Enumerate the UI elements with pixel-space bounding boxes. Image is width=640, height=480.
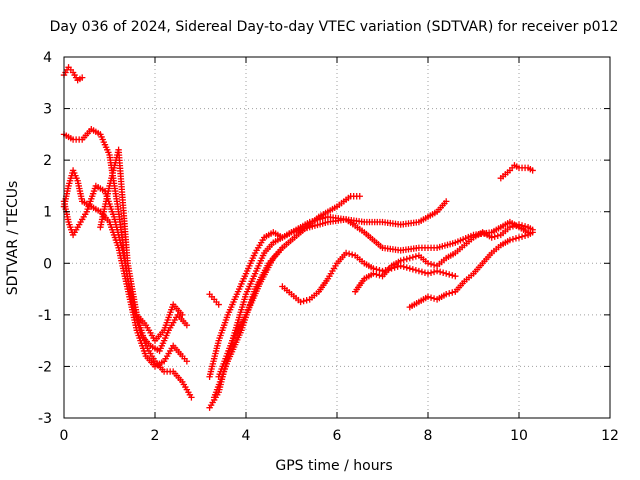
- data-point: [188, 394, 195, 401]
- data-point: [412, 266, 420, 274]
- x-tick-label: 10: [510, 428, 528, 444]
- data-point: [424, 293, 432, 301]
- data-point: [370, 270, 377, 277]
- data-point: [356, 193, 363, 200]
- data-point: [521, 223, 529, 230]
- series-arc-k: [279, 249, 459, 306]
- data-point: [183, 358, 191, 365]
- data-point: [430, 261, 438, 269]
- data-point: [400, 263, 407, 270]
- y-tick-label: 2: [43, 153, 52, 169]
- x-tick-label: 6: [333, 428, 342, 444]
- y-tick-label: -2: [38, 359, 52, 375]
- data-point: [406, 254, 413, 262]
- data-point: [297, 298, 304, 306]
- x-tick-label: 12: [601, 428, 619, 444]
- series-arc-f: [206, 291, 222, 308]
- data-point: [439, 269, 447, 276]
- data-point: [394, 263, 401, 270]
- data-point: [179, 311, 186, 319]
- data-point: [424, 260, 432, 267]
- data-point: [491, 233, 498, 240]
- data-point: [415, 267, 423, 275]
- data-point: [494, 232, 501, 239]
- data-point: [443, 198, 450, 205]
- y-tick-label: -1: [38, 308, 52, 324]
- data-point: [406, 265, 413, 272]
- data-point: [303, 297, 310, 304]
- y-tick-label: 1: [43, 205, 52, 221]
- data-point: [215, 301, 222, 308]
- data-point: [183, 321, 191, 329]
- data-point: [446, 290, 453, 297]
- data-point: [515, 234, 523, 241]
- data-point: [427, 260, 435, 268]
- series-arc-l: [352, 221, 536, 295]
- y-tick-label: -3: [38, 411, 52, 427]
- data-point: [443, 291, 450, 298]
- x-tick-label: 8: [424, 428, 433, 444]
- x-tick-label: 0: [60, 428, 69, 444]
- data-point: [400, 256, 407, 264]
- x-tick-label: 2: [151, 428, 160, 444]
- data-point: [509, 223, 517, 230]
- data-point: [427, 269, 435, 276]
- data-point: [345, 250, 353, 258]
- data-point: [79, 74, 86, 81]
- x-axis-label: GPS time / hours: [275, 458, 392, 474]
- data-point: [348, 251, 356, 258]
- y-axis-label: SDTVAR / TECUs: [5, 181, 21, 296]
- data-point: [424, 270, 432, 277]
- data-point: [300, 297, 307, 305]
- data-point: [409, 266, 417, 273]
- data-point: [529, 167, 536, 174]
- chart-title: Day 036 of 2024, Sidereal Day-to-day VTE…: [50, 19, 619, 35]
- data-point: [521, 232, 529, 239]
- data-point: [449, 272, 456, 279]
- series-arc-e: [97, 146, 186, 344]
- data-point: [412, 253, 420, 260]
- data-point: [509, 236, 517, 243]
- series-arc-m: [406, 229, 536, 311]
- data-point: [446, 271, 453, 278]
- data-point: [488, 234, 495, 241]
- data-point: [421, 269, 429, 276]
- data-point: [518, 222, 526, 229]
- data-point: [506, 236, 514, 244]
- y-tick-label: 3: [43, 102, 52, 118]
- data-point: [430, 268, 438, 276]
- data-point: [409, 254, 417, 261]
- data-point: [529, 229, 536, 236]
- data-point: [515, 221, 523, 228]
- data-point: [436, 268, 444, 276]
- data-point: [518, 233, 526, 240]
- data-point: [342, 249, 350, 257]
- data-point: [376, 272, 383, 279]
- data-point: [373, 271, 380, 278]
- data-point: [512, 235, 520, 242]
- data-point: [443, 270, 450, 277]
- data-point: [506, 223, 514, 231]
- y-tick-label: 4: [43, 50, 52, 66]
- data-point: [403, 264, 410, 271]
- series-arc-j: [215, 244, 286, 380]
- x-tick-label: 4: [242, 428, 251, 444]
- data-point: [403, 255, 410, 263]
- data-point: [279, 244, 286, 252]
- data-point: [449, 289, 456, 296]
- data-point: [452, 272, 459, 280]
- data-point: [397, 257, 404, 264]
- data-point: [427, 294, 435, 301]
- data-series: [60, 64, 536, 411]
- series-arc-a: [60, 64, 86, 84]
- data-point: [512, 222, 520, 229]
- data-point: [418, 268, 426, 276]
- series-arc-n: [497, 162, 536, 182]
- y-tick-label: 0: [43, 256, 52, 272]
